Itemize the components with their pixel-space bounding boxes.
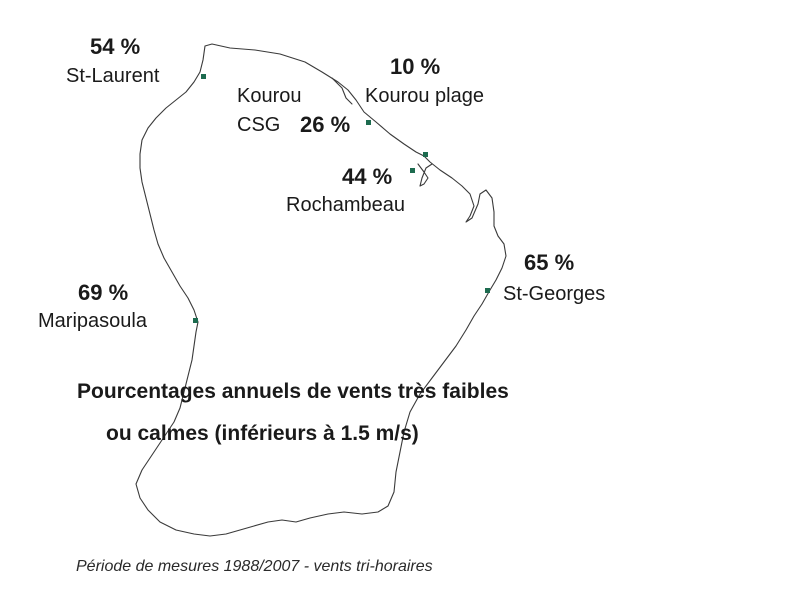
kourou-csg-label-line1: Kourou (237, 85, 302, 107)
cayenne-peninsula (417, 163, 433, 187)
st-laurent-percent: 54 % (90, 34, 140, 59)
territory-outline (135, 43, 507, 537)
kourou-plage-percent: 10 % (390, 54, 440, 79)
rochambeau-percent: 44 % (342, 164, 392, 189)
kourou-csg-percent: 26 % (300, 112, 350, 137)
rochambeau-label: Rochambeau (286, 194, 405, 216)
map-title-line2: ou calmes (inférieurs à 1.5 m/s) (106, 422, 419, 445)
st-georges-percent: 65 % (524, 250, 574, 275)
maripasoula-percent: 69 % (78, 280, 128, 305)
kourou-estuary (331, 77, 353, 105)
station-marker-st-laurent (201, 74, 206, 79)
kourou-plage-label: Kourou plage (365, 85, 484, 107)
st-georges-label: St-Georges (503, 283, 605, 305)
station-marker-rochambeau (410, 168, 415, 173)
map-title-line1: Pourcentages annuels de vents très faibl… (77, 380, 509, 403)
kourou-csg-label-line2: CSG (237, 114, 280, 136)
station-marker-kourou-csg (366, 120, 371, 125)
station-marker-kourou-plage (423, 152, 428, 157)
st-laurent-label: St-Laurent (66, 65, 160, 87)
station-marker-st-georges (485, 288, 490, 293)
measurement-period-note: Période de mesures 1988/2007 - vents tri… (76, 558, 433, 575)
maripasoula-label: Maripasoula (38, 310, 148, 332)
station-marker-maripasoula (193, 318, 198, 323)
